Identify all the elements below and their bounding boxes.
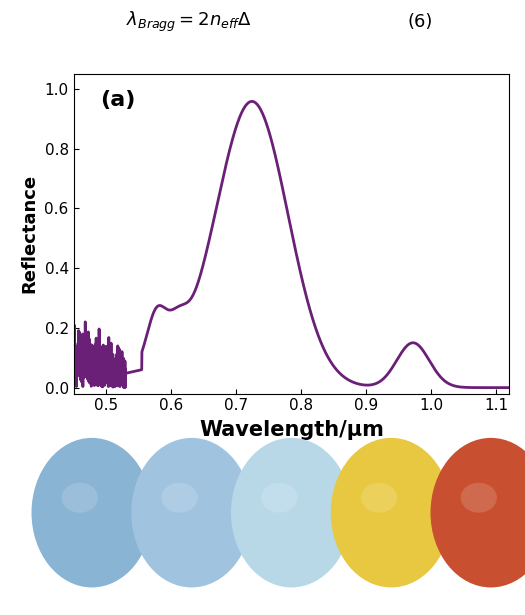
Y-axis label: Reflectance: Reflectance: [21, 174, 39, 293]
X-axis label: Wavelength/μm: Wavelength/μm: [199, 421, 384, 440]
Text: (6): (6): [407, 12, 433, 31]
Ellipse shape: [261, 483, 297, 513]
Ellipse shape: [361, 483, 397, 513]
Text: $\lambda_{Bragg} = 2n_{eff}\Delta$: $\lambda_{Bragg} = 2n_{eff}\Delta$: [126, 9, 252, 34]
Ellipse shape: [331, 438, 452, 587]
Ellipse shape: [460, 483, 497, 513]
Text: (a): (a): [100, 90, 135, 110]
Ellipse shape: [131, 438, 252, 587]
Ellipse shape: [62, 483, 98, 513]
Text: b): b): [8, 434, 30, 453]
Ellipse shape: [231, 438, 352, 587]
Ellipse shape: [32, 438, 152, 587]
Ellipse shape: [161, 483, 198, 513]
Ellipse shape: [430, 438, 525, 587]
